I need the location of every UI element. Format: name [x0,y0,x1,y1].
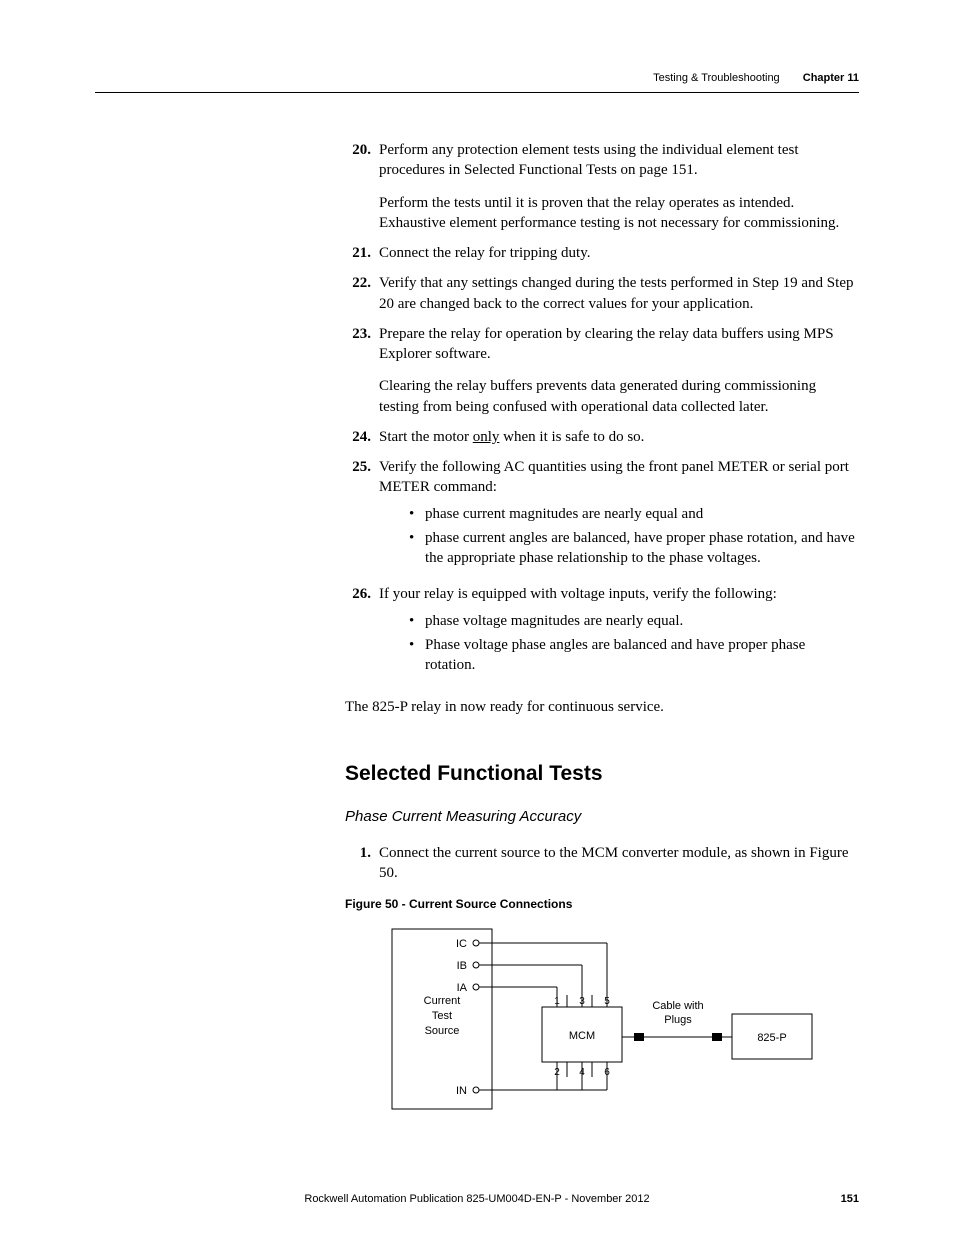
step-number: 23. [345,324,379,417]
body-content: 20. Perform any protection element tests… [345,70,859,1119]
page: Testing & Troubleshooting Chapter 11 20.… [0,0,954,1235]
bullet-list: •phase voltage magnitudes are nearly equ… [409,611,859,676]
step-number: 22. [345,273,379,314]
page-number: 151 [841,1193,859,1205]
bullet-dot-icon: • [409,611,425,631]
bullet-dot-icon: • [409,528,425,569]
source-label-2: Test [432,1010,452,1022]
label-ib: IB [457,960,467,972]
step-para2: Clearing the relay buffers prevents data… [379,376,859,417]
bullet-item: •phase current magnitudes are nearly equ… [409,504,859,524]
mcm-t5: 5 [604,996,610,1007]
step-para: Perform any protection element tests usi… [379,140,859,181]
step-number: 25. [345,457,379,574]
bullet-dot-icon: • [409,504,425,524]
bullet-text: phase current magnitudes are nearly equa… [425,504,703,524]
bullet-text: phase voltage magnitudes are nearly equa… [425,611,683,631]
step-number: 21. [345,243,379,263]
mcm-t3: 3 [579,996,585,1007]
pre: Start the motor [379,429,473,445]
section-heading: Selected Functional Tests [345,762,859,786]
section-name: Testing & Troubleshooting [653,72,780,84]
underlined-word: only [473,429,500,445]
step-21: 21. Connect the relay for tripping duty. [345,243,859,263]
step-number: 24. [345,427,379,447]
mcm-t1: 1 [554,996,560,1007]
step-number: 1. [345,843,379,884]
closing-paragraph: The 825-P relay in now ready for continu… [345,697,859,717]
step-text: Prepare the relay for operation by clear… [379,324,859,417]
step-para: Prepare the relay for operation by clear… [379,324,859,365]
step-number: 20. [345,140,379,233]
step-25: 25. Verify the following AC quantities u… [345,457,859,574]
substep-1: 1. Connect the current source to the MCM… [345,843,859,884]
step-text: Start the motor only when it is safe to … [379,427,859,447]
figure-caption: Figure 50 - Current Source Connections [345,897,859,911]
chapter-label: Chapter 11 [803,72,859,84]
step-text: Connect the relay for tripping duty. [379,243,859,263]
step-26: 26. If your relay is equipped with volta… [345,584,859,681]
post: when it is safe to do so. [499,429,644,445]
relay-label: 825-P [757,1032,786,1044]
step-text: Verify the following AC quantities using… [379,457,859,574]
mcm-label: MCM [569,1030,595,1042]
cable-label-2: Plugs [664,1014,692,1026]
step-text: Connect the current source to the MCM co… [379,843,859,884]
source-label-3: Source [425,1025,460,1037]
bullet-item: •phase current angles are balanced, have… [409,528,859,569]
label-in: IN [456,1085,467,1097]
step-text: If your relay is equipped with voltage i… [379,584,859,681]
bullet-list: •phase current magnitudes are nearly equ… [409,504,859,569]
step-text: Perform any protection element tests usi… [379,140,859,233]
step-number: 26. [345,584,379,681]
bullet-dot-icon: • [409,635,425,676]
figure-container: Current Test Source IC IB IA IN [345,919,859,1119]
source-label-1: Current [424,995,461,1007]
label-ia: IA [457,982,468,994]
running-header: Testing & Troubleshooting Chapter 11 [653,72,859,84]
step-23: 23. Prepare the relay for operation by c… [345,324,859,417]
bullet-item: •Phase voltage phase angles are balanced… [409,635,859,676]
step-para2: Perform the tests until it is proven tha… [379,193,859,234]
footer-text: Rockwell Automation Publication 825-UM00… [0,1193,954,1205]
figure-diagram: Current Test Source IC IB IA IN [382,919,822,1119]
step-24: 24. Start the motor only when it is safe… [345,427,859,447]
header-rule [95,92,859,93]
bullet-text: phase current angles are balanced, have … [425,528,859,569]
step-para: Verify the following AC quantities using… [379,457,859,498]
step-20: 20. Perform any protection element tests… [345,140,859,233]
bullet-item: •phase voltage magnitudes are nearly equ… [409,611,859,631]
label-ic: IC [456,938,467,950]
step-text: Verify that any settings changed during … [379,273,859,314]
step-para: If your relay is equipped with voltage i… [379,584,859,604]
step-22: 22. Verify that any settings changed dur… [345,273,859,314]
subsection-heading: Phase Current Measuring Accuracy [345,808,859,825]
bullet-text: Phase voltage phase angles are balanced … [425,635,859,676]
cable-label-1: Cable with [652,1000,703,1012]
